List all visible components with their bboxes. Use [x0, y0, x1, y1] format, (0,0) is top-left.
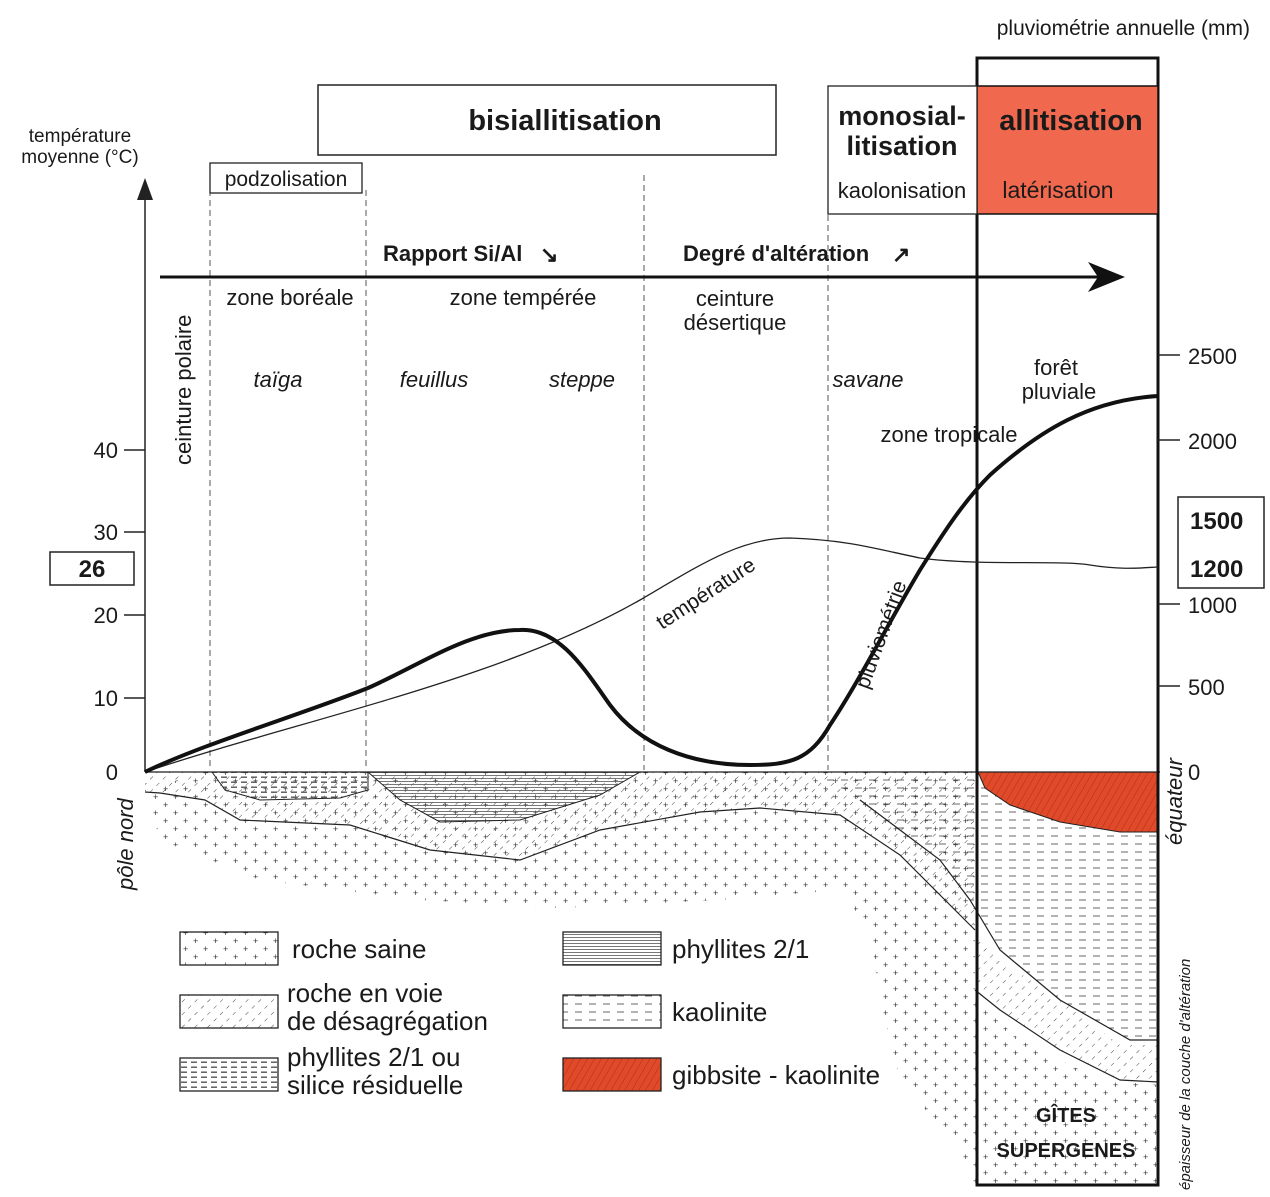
rapport-arrow-icon: ↘: [540, 242, 558, 267]
highlight-1200: 1200: [1190, 556, 1243, 583]
title-right: pluviométrie annuelle (mm): [997, 17, 1250, 40]
monosial-box: [827, 85, 978, 215]
legend-swatch-phyllites: [562, 931, 662, 966]
sound-rock-area: [145, 772, 975, 1185]
laterisation-label: latérisation: [1002, 177, 1113, 203]
legend-silice-2: silice résiduelle: [287, 1070, 463, 1100]
legend-gibbsite: gibbsite - kaolinite: [672, 1060, 880, 1090]
allitisation-box: [976, 85, 1159, 215]
gites-label-1: GÎTES: [1036, 1103, 1096, 1127]
bisiallitisation-box: [317, 84, 777, 156]
savane-label: savane: [833, 367, 904, 392]
steppe-label: steppe: [549, 367, 615, 392]
precipitation-curve-label: pluviométrie: [851, 577, 911, 691]
soil-profile: [144, 771, 1160, 1185]
rapport-label: Rapport Si/Al: [383, 241, 522, 266]
right-tick-0: 0: [1188, 760, 1200, 785]
legend-phyllites: phyllites 2/1: [672, 934, 809, 964]
legend-swatch-silice: [179, 1057, 279, 1092]
bisiallitisation-label: bisiallitisation: [468, 105, 661, 137]
right-tick-500: 500: [1188, 675, 1225, 700]
degre-arrow-icon: ↗: [892, 242, 910, 267]
legend-swatch-kaolinite: [562, 994, 662, 1029]
legend-swatch-desagregation: [179, 994, 279, 1029]
taiga-label: taïga: [254, 367, 303, 392]
monosial-label-2: litisation: [846, 131, 957, 161]
equateur-label: équateur: [1162, 756, 1187, 845]
zone-dividers: [209, 175, 829, 770]
legend-silice-1: phyllites 2/1 ou: [287, 1042, 460, 1072]
feuillus-label: feuillus: [400, 367, 468, 392]
left-axis-label-2: moyenne (°C): [21, 147, 138, 168]
left-axis-label-1: température: [29, 126, 131, 147]
desertique-label-1: ceinture: [696, 286, 774, 311]
allitisation-column: [975, 56, 1160, 1187]
left-axis: [124, 178, 153, 772]
gites-label-2: SUPERGENES: [997, 1140, 1136, 1162]
left-tick-40: 40: [94, 438, 118, 463]
foret-label-1: forêt: [1034, 355, 1078, 380]
right-axis: [1158, 354, 1180, 687]
podzolisation-label: podzolisation: [225, 168, 348, 191]
legend: [179, 931, 662, 1092]
left-tick-30: 30: [94, 520, 118, 545]
legend-desag-2: de désagrégation: [287, 1006, 488, 1036]
weathering-base-line: [144, 791, 976, 931]
highlight-box: [1177, 496, 1265, 589]
allitisation-label: allitisation: [999, 105, 1142, 137]
precipitation-curve: [144, 394, 1159, 774]
legend-swatch-roche-saine: [179, 931, 279, 966]
left-tick-0: 0: [106, 760, 118, 785]
ceinture-polaire-label: ceinture polaire: [171, 315, 196, 465]
highlight-1500: 1500: [1190, 508, 1243, 535]
right-side-label: épaisseur de la couche d'altération: [1177, 959, 1194, 1190]
left-tick-20: 20: [94, 603, 118, 628]
trend-arrow: [160, 262, 1125, 292]
zone-boreale-label: zone boréale: [226, 285, 353, 310]
pole-label: pôle nord: [113, 797, 138, 891]
legend-roche-saine: roche saine: [292, 934, 426, 964]
right-tick-1000: 1000: [1188, 593, 1237, 618]
zone-temperee-label: zone tempérée: [450, 285, 597, 310]
right-tick-2500: 2500: [1188, 344, 1237, 369]
legend-swatch-gibbsite: [562, 1057, 662, 1092]
kaolonisation-label: kaolonisation: [838, 178, 966, 203]
kaolinite-zone: [810, 772, 1158, 1040]
left-tick-10: 10: [94, 686, 118, 711]
foret-label-2: pluviale: [1022, 379, 1097, 404]
podzolisation-box: [209, 162, 363, 194]
legend-kaolinite: kaolinite: [672, 997, 767, 1027]
monosial-label-1: monosial-: [838, 101, 966, 131]
zone-tropicale-label: zone tropicale: [881, 422, 1018, 447]
right-tick-2000: 2000: [1188, 429, 1237, 454]
temperature-curve: [144, 537, 1159, 773]
legend-desag-1: roche en voie: [287, 978, 443, 1008]
value-box-26: [49, 551, 135, 586]
value-26: 26: [79, 556, 106, 583]
degre-label: Degré d'altération: [683, 241, 869, 266]
disaggregation-layer: [145, 772, 975, 930]
desertique-label-2: désertique: [684, 310, 787, 335]
temperature-curve-label: température: [652, 553, 759, 634]
